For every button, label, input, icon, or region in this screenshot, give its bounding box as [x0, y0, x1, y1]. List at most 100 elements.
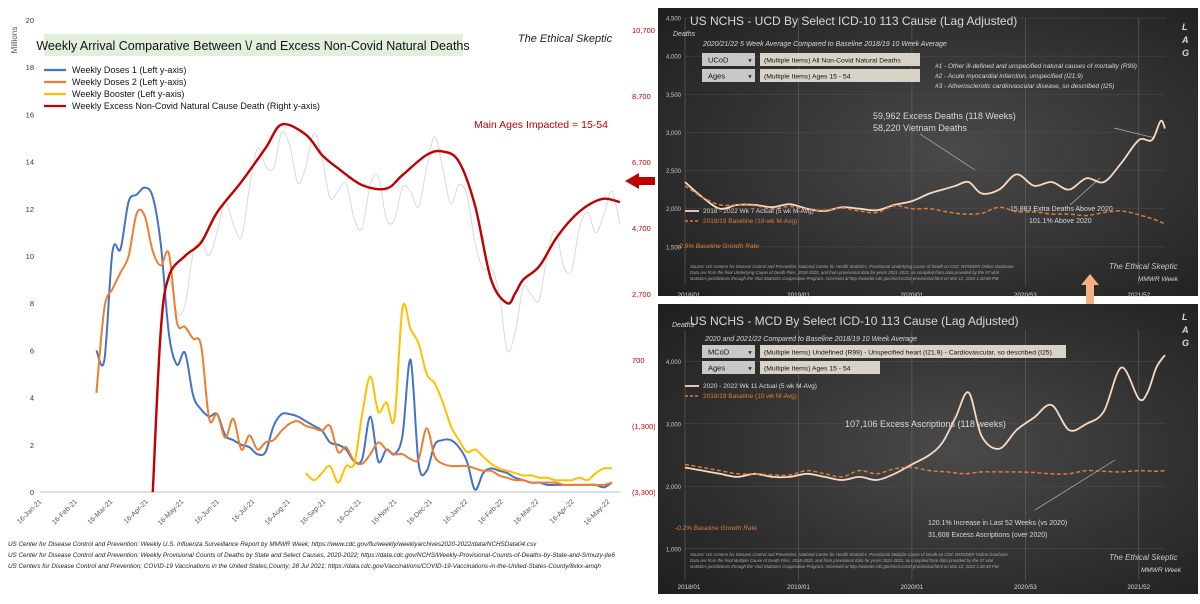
actual-series-line: [684, 354, 1166, 481]
top-legend-baseline: 2018/19 Baseline (10-wk M-Avg): [703, 218, 797, 225]
y-unit-label: Millions: [10, 27, 19, 54]
chart-title: Weekly Arrival Comparative Between \/ an…: [36, 39, 469, 53]
top-filter1-value: (Multiple Items) All Non-Covid Natural D…: [764, 58, 901, 65]
x-tick: 16-Mar-22: [513, 498, 541, 526]
left-chart: 20 18 16 14 12 10 8 6 4 2 0 10,700 8,700 6,700 4,700 2,…: [8, 16, 657, 570]
bottom-filter2-label-box[interactable]: [702, 361, 755, 374]
brand-label: The Ethical Skeptic: [518, 33, 613, 45]
source-line-1: US Center for Disease Control and Preven…: [8, 541, 537, 548]
x-tick: 2021/52: [1127, 292, 1150, 299]
y-tick: 4,500: [666, 17, 682, 23]
x-tick: 2018/01: [678, 584, 701, 591]
x-tick: 2018/01: [678, 292, 701, 299]
left-y-tick: 10: [26, 252, 34, 261]
bottom-legend-actual: 2020 - 2022 Wk 11 Actual (5 wk M-Avg): [703, 383, 817, 390]
top-panel-title: US NCHS - UCD By Select ICD-10 113 Cause…: [690, 14, 1017, 28]
right-y-tick: 700: [632, 356, 645, 365]
x-tick: 16-Jan-21: [16, 498, 43, 525]
y-tick: 4,000: [666, 55, 682, 61]
x-tick: 2020/01: [901, 584, 924, 591]
series-doses-1-line: [95, 186, 613, 491]
chevron-down-icon: ▼: [747, 351, 753, 357]
top-filter2-value-box[interactable]: [760, 69, 920, 82]
actual-series-line: [684, 119, 1166, 212]
right-y-tick: 8,700: [632, 92, 651, 101]
left-y-tick: 20: [26, 16, 34, 25]
top-note-3: #3 - Atherosclerotic cardiovascular dise…: [935, 83, 1114, 90]
top-filter1-value-box[interactable]: [760, 53, 920, 66]
top-extra-text: 15,883 Extra Deaths Above 2020: [1010, 206, 1113, 213]
top-legend-actual: 2018 - 2022 Wk 7 Actual (5 wk M-Avg): [703, 208, 814, 215]
legend-booster: Weekly Booster (Left y-axis): [72, 89, 184, 99]
top-lag-g: G: [1182, 48, 1189, 58]
x-tick: 16-Feb-22: [477, 498, 505, 526]
bottom-lag-g: G: [1182, 338, 1189, 348]
x-tick: 16-Oct-21: [336, 498, 363, 525]
left-y-tick: 12: [26, 205, 34, 214]
bottom-source-1: Source: US Centers for Disease Control a…: [690, 552, 1009, 557]
x-tick: 16-Mar-21: [87, 498, 115, 526]
bottom-filter1-label: MCoD: [708, 348, 730, 357]
bottom-ascriptions-text: 31,608 Excess Ascriptions (over 2020): [928, 532, 1047, 539]
y-tick: 4,000: [666, 360, 682, 366]
y-tick: 2,000: [666, 207, 682, 213]
legend: Weekly Doses 1 (Left y-axis) Weekly Dose…: [44, 65, 320, 111]
top-note-2: #2 - Acute myocardial infarction, unspec…: [935, 73, 1083, 80]
bottom-filter1-value-box[interactable]: [760, 345, 1066, 358]
x-tick: 16-Apr-22: [549, 498, 576, 525]
bottom-filter1-label-box[interactable]: [702, 345, 755, 358]
right-y-tick: 10,700: [632, 26, 655, 35]
top-week-label: MMWR Week: [1138, 276, 1179, 283]
series-excess-deaths-line: [151, 122, 621, 493]
series-booster-line: [305, 303, 612, 484]
top-filter1-label-box[interactable]: [702, 53, 755, 66]
x-tick: 2020/53: [1014, 292, 1037, 299]
top-brand: The Ethical Skeptic: [1109, 262, 1177, 271]
right-y-tick: (1,300): [632, 422, 655, 431]
chevron-down-icon: ▼: [747, 59, 753, 65]
top-source-3: statistics jurisdictions through the Vit…: [690, 276, 999, 281]
left-y-tick: 18: [26, 63, 34, 72]
x-tick: 16-May-22: [583, 498, 612, 527]
y-tick: 2,500: [666, 169, 682, 175]
top-filter2-value: (Multiple Items) Ages 15 - 54: [764, 74, 851, 81]
x-tick: 2020/01: [901, 292, 924, 299]
y-tick: 2,000: [666, 485, 682, 491]
top-filter1-label: UCoD: [708, 56, 729, 65]
source-line-3: US Centers for Disease Control and Preve…: [8, 563, 601, 570]
bottom-lag-l: L: [1182, 312, 1188, 322]
bottom-source-3: statistics jurisdictions through the Vit…: [690, 564, 999, 569]
x-tick: 16-Aug-21: [264, 498, 292, 526]
left-chart-svg: 2018161412108642010,7008,7006,7004,7002,…: [10, 16, 656, 527]
right-y-tick: 4,700: [632, 224, 651, 233]
x-tick: 2020/53: [1014, 584, 1037, 591]
right-panels: US NCHS - UCD By Select ICD-10 113 Cause…: [655, 0, 1200, 599]
bottom-y-label: Deaths: [672, 322, 695, 329]
bottom-legend-baseline: 2018/19 Baseline (10 wk M-Avg): [703, 393, 797, 400]
baseline-series-line: [684, 463, 1166, 478]
left-y-tick: 2: [30, 441, 34, 450]
y-tick: 1,500: [666, 245, 682, 251]
top-excess-text: 59,962 Excess Deaths (118 Weeks): [873, 111, 1016, 121]
x-tick: 2019/01: [787, 292, 810, 299]
top-growth: -2.9% Baseline Growth Rate: [677, 243, 759, 250]
x-tick: 16-Feb-21: [51, 498, 79, 526]
bottom-panel-title: US NCHS - MCD By Select ICD-10 113 Cause…: [690, 314, 1019, 328]
top-filter2-label-box[interactable]: [702, 69, 755, 82]
series-doses-2-line: [95, 208, 613, 487]
bottom-filter2-value: (Multiple Items) Ages 15 - 54: [764, 366, 851, 373]
x-tick: 16-May-21: [157, 498, 186, 527]
left-y-tick: 0: [30, 488, 34, 497]
x-tick: 16-Jan-22: [442, 498, 469, 525]
bottom-panel-subtitle: 2020 and 2021/22 Compared to Baseline 20…: [704, 336, 917, 343]
title-box: [44, 34, 463, 56]
x-tick: 16-Sep-21: [299, 498, 327, 526]
bottom-source-2: Data are from the final Multiple Cause o…: [690, 558, 994, 563]
bottom-filter2-value-box[interactable]: [760, 361, 880, 374]
x-tick: 16-Dec-21: [406, 498, 434, 526]
right-panels-svg: US NCHS - UCD By Select ICD-10 113 Cause…: [658, 8, 1198, 594]
y-tick: 3,500: [666, 93, 682, 99]
top-y-label: Deaths: [673, 31, 696, 38]
legend-excess: Weekly Excess Non-Covid Natural Cause De…: [72, 101, 320, 111]
legend-dose2: Weekly Doses 2 (Left y-axis): [72, 77, 186, 87]
